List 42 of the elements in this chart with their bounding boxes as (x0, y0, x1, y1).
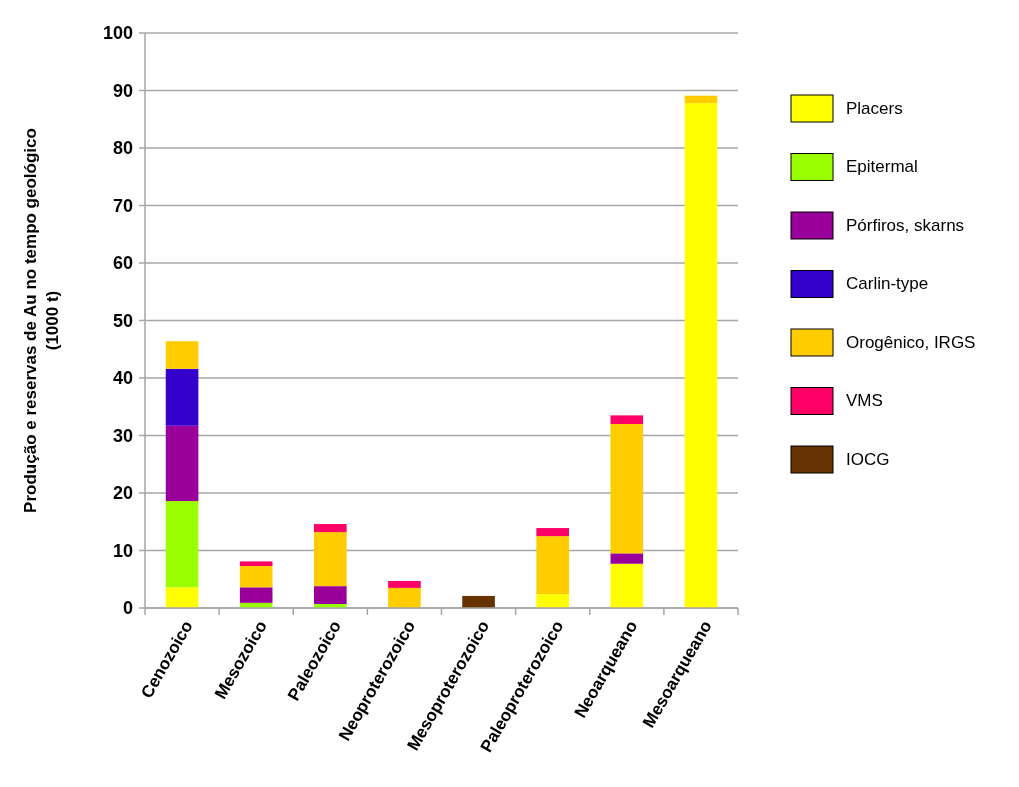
bar (165, 501, 199, 588)
bar (536, 594, 569, 608)
bar (610, 553, 644, 564)
bar (165, 341, 199, 369)
bar (610, 424, 644, 554)
y-tick-label: 70 (112, 195, 133, 216)
bar (536, 528, 569, 537)
legend-label: Placers (846, 98, 903, 118)
y-tick-label: 0 (122, 598, 133, 619)
legend-label: Pórfiros, skarns (846, 215, 965, 235)
y-tick-label: 100 (102, 23, 133, 44)
legend-label: IOCG (846, 449, 890, 469)
bar (165, 425, 199, 502)
legend-label: VMS (846, 391, 883, 411)
bar (388, 587, 421, 608)
y-tick-label: 20 (112, 483, 133, 504)
y-tick-label: 10 (112, 540, 133, 561)
bar (388, 580, 421, 588)
bar (239, 561, 273, 567)
y-tick-label: 90 (112, 80, 133, 101)
bar (462, 595, 495, 608)
bar (314, 524, 347, 533)
legend-label: Orogênico, IRGS (846, 332, 976, 352)
y-tick-label: 50 (112, 310, 133, 331)
bar (314, 586, 347, 604)
bar (684, 103, 718, 608)
legend-label: Carlin-type (846, 274, 929, 294)
bar (314, 532, 347, 587)
legend-label: Epitermal (846, 157, 918, 177)
y-tick-label: 60 (112, 253, 133, 274)
bar (536, 536, 569, 595)
y-tick-label: 40 (112, 368, 133, 389)
bar (610, 563, 644, 608)
bar (165, 368, 199, 426)
bar (239, 566, 273, 588)
y-axis-title: Produção e reservas de Au no tempo geológico (1000 t) (21, 128, 62, 513)
bar (684, 95, 718, 104)
bar (165, 587, 199, 608)
bar (239, 587, 273, 603)
y-tick-label: 80 (112, 138, 133, 159)
y-tick-label: 30 (112, 425, 133, 446)
bar (610, 415, 644, 424)
